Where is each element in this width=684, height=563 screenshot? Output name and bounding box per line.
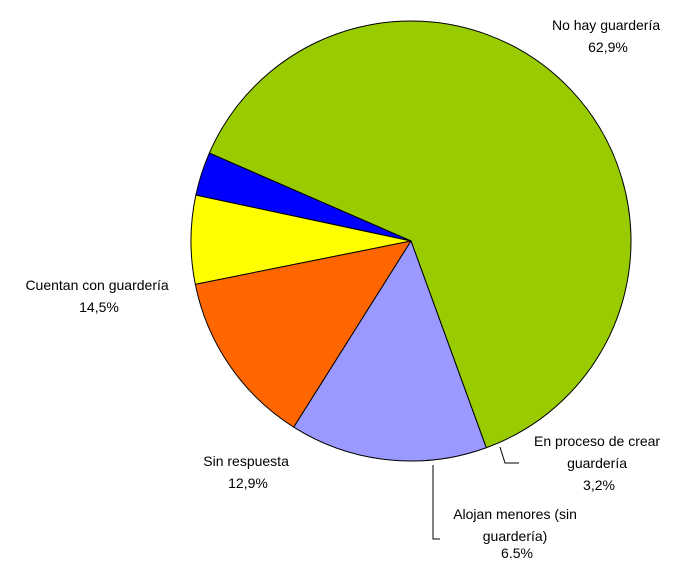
leader-line-alojan	[432, 465, 440, 540]
label-sin-respuesta-line-1: Sin respuesta	[203, 453, 289, 469]
label-no-hay-guarderia-line-1: No hay guardería	[552, 17, 660, 33]
label-alojan-menores-line-3: 6.5%	[501, 545, 533, 561]
leader-lines	[432, 446, 519, 540]
label-en-proceso-line-2: guardería	[567, 455, 627, 471]
label-en-proceso: En proceso de crear guardería 3,2%	[534, 433, 664, 493]
label-cuentan-con-guarderia-line-1: Cuentan con guardería	[25, 277, 168, 293]
pie-slice-4	[194, 240, 412, 428]
pie-slice-1	[208, 20, 632, 449]
label-no-hay-guarderia: No hay guardería 62,9%	[552, 17, 664, 55]
slice-labels: No hay guardería 62,9% En proceso de cre…	[25, 17, 664, 561]
label-no-hay-guarderia-line-2: 62,9%	[588, 39, 628, 55]
label-en-proceso-line-1: En proceso de crear	[534, 433, 660, 449]
label-cuentan-con-guarderia: Cuentan con guardería 14,5%	[25, 277, 172, 315]
label-sin-respuesta: Sin respuesta 12,9%	[203, 453, 293, 491]
label-en-proceso-line-3: 3,2%	[583, 477, 615, 493]
label-alojan-menores: Alojan menores (sin guardería) 6.5%	[453, 506, 581, 561]
label-alojan-menores-line-2: guardería)	[483, 528, 548, 544]
label-cuentan-con-guarderia-line-2: 14,5%	[79, 299, 119, 315]
label-alojan-menores-line-1: Alojan menores (sin	[453, 506, 577, 522]
pie-slice-5	[293, 240, 487, 462]
label-sin-respuesta-line-2: 12,9%	[228, 475, 268, 491]
pie-slices	[190, 20, 632, 462]
leader-line-en-proceso	[499, 446, 519, 464]
